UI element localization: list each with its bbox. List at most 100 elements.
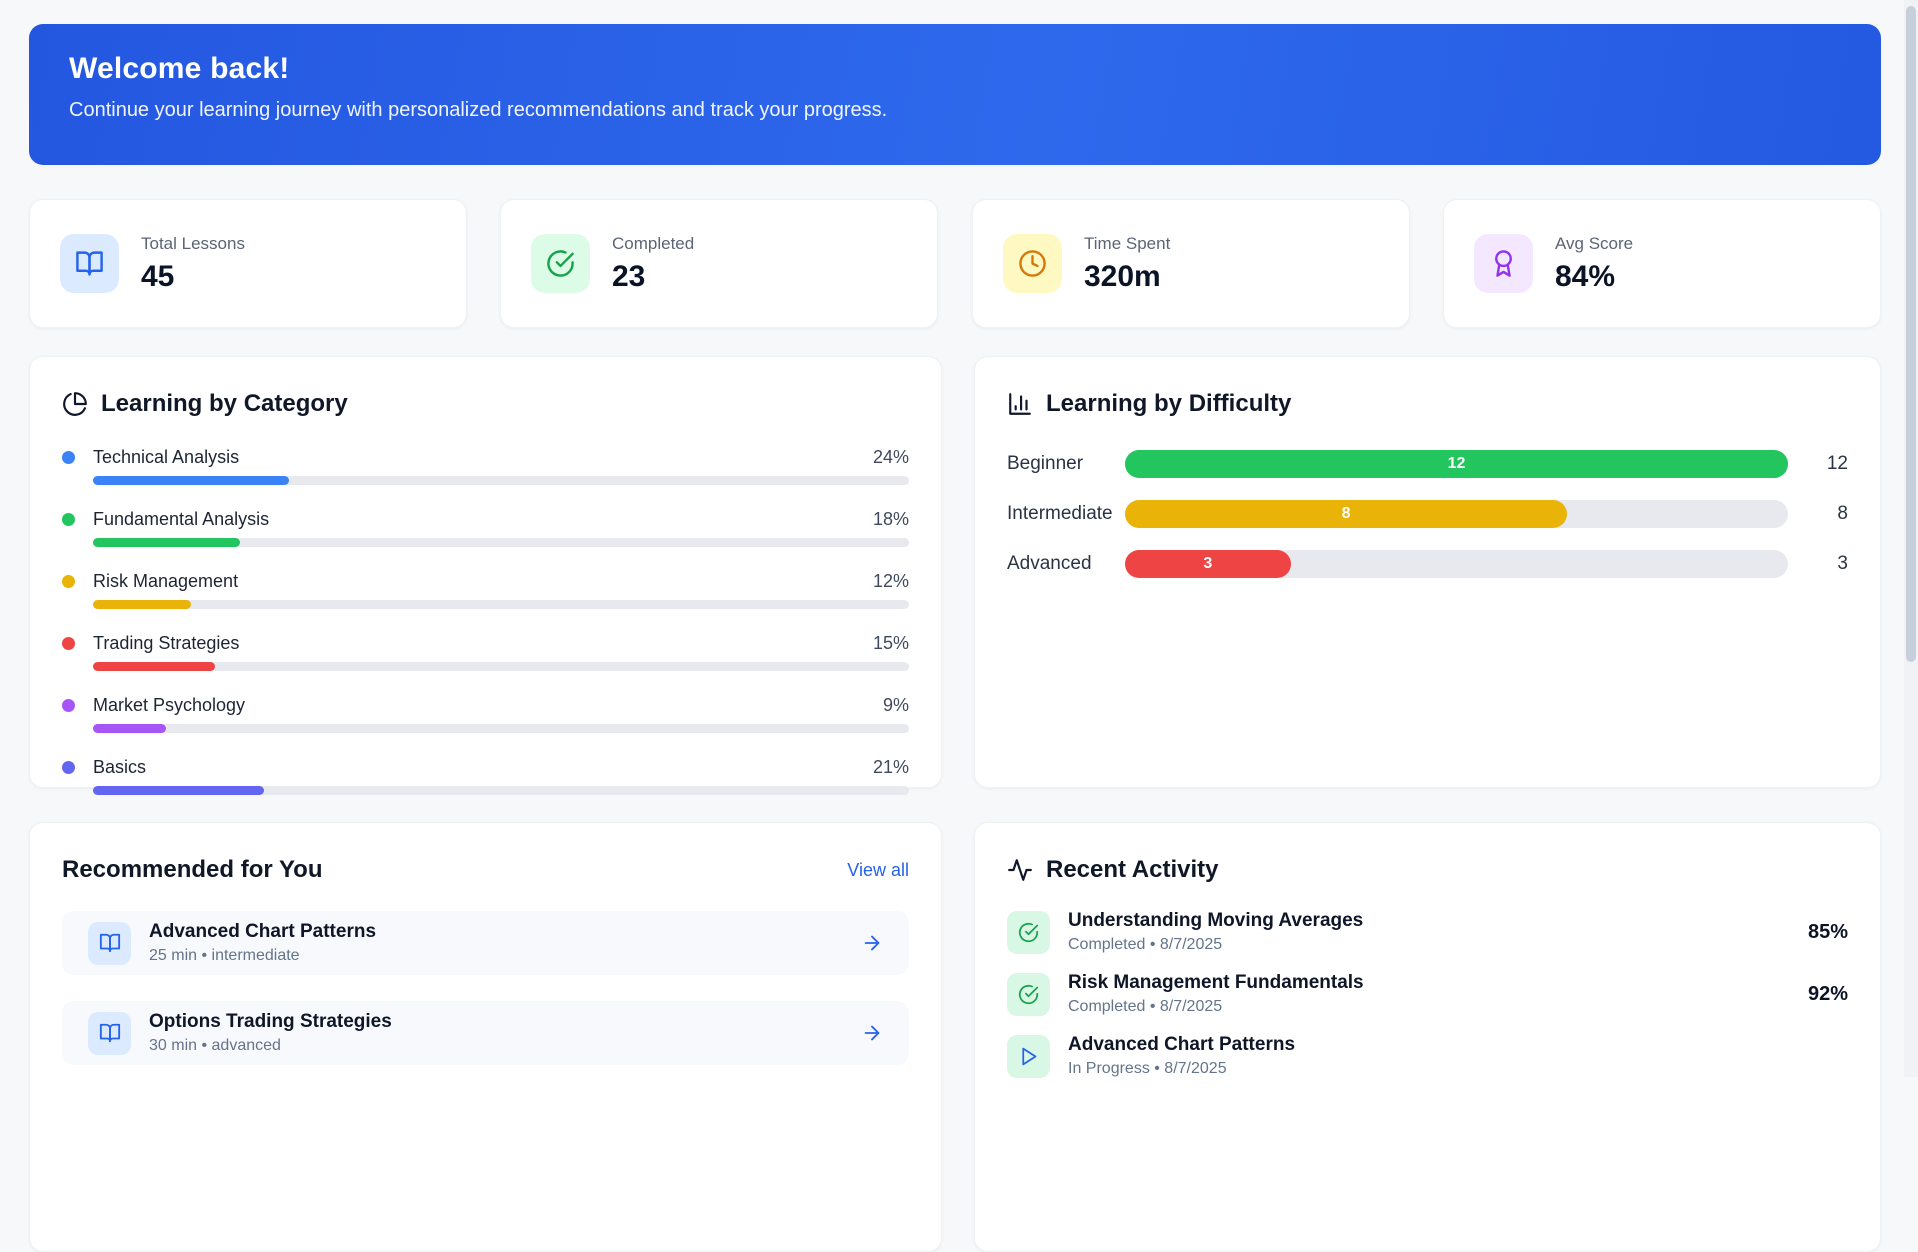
panel-title: Recent Activity <box>1046 856 1219 884</box>
category-row: Basics 21% <box>62 757 909 795</box>
panel-title: Learning by Category <box>101 390 348 418</box>
category-progress-fill <box>93 600 191 609</box>
award-icon <box>1474 234 1533 293</box>
category-progressbar <box>93 662 909 671</box>
category-row: Risk Management 12% <box>62 571 909 609</box>
difficulty-row: Advanced 3 3 <box>1007 550 1848 578</box>
category-percent: 18% <box>873 509 909 530</box>
activity-meta: Completed • 8/7/2025 <box>1068 936 1363 954</box>
activity-score: 92% <box>1808 983 1848 1006</box>
category-percent: 12% <box>873 571 909 592</box>
activity-panel-header: Recent Activity <box>1007 856 1848 884</box>
welcome-banner: Welcome back! Continue your learning jou… <box>29 24 1881 165</box>
difficulty-bar-fill: 12 <box>1125 450 1788 478</box>
difficulty-label: Intermediate <box>1007 503 1125 525</box>
category-progress-fill <box>93 724 166 733</box>
arrow-right-icon[interactable] <box>861 932 883 954</box>
difficulty-list: Beginner 12 12 Intermediate 8 8 Advanced… <box>1007 450 1848 578</box>
category-dot <box>62 699 75 712</box>
book-open-icon <box>88 922 131 965</box>
stat-card-time-spent: Time Spent 320m <box>972 199 1410 328</box>
bar-chart-icon <box>1007 391 1033 417</box>
category-progressbar <box>93 538 909 547</box>
activity-title: Risk Management Fundamentals <box>1068 972 1364 994</box>
category-row: Fundamental Analysis 18% <box>62 509 909 547</box>
difficulty-count: 8 <box>1816 503 1848 525</box>
activity-meta: In Progress • 8/7/2025 <box>1068 1060 1295 1078</box>
stat-label: Avg Score <box>1555 234 1633 254</box>
category-dot <box>62 637 75 650</box>
category-row: Trading Strategies 15% <box>62 633 909 671</box>
difficulty-bar-fill: 3 <box>1125 550 1291 578</box>
stat-card-completed: Completed 23 <box>500 199 938 328</box>
category-dot <box>62 761 75 774</box>
category-label: Market Psychology <box>93 695 245 716</box>
activity-item: Advanced Chart Patterns In Progress • 8/… <box>1007 1034 1848 1078</box>
lesson-meta: 30 min • advanced <box>149 1037 392 1055</box>
category-panel-header: Learning by Category <box>62 390 909 418</box>
activity-meta: Completed • 8/7/2025 <box>1068 998 1364 1016</box>
category-row: Technical Analysis 24% <box>62 447 909 485</box>
lesson-title: Options Trading Strategies <box>149 1011 392 1033</box>
difficulty-bar-fill: 8 <box>1125 500 1567 528</box>
recent-activity-panel: Recent Activity Understanding Moving Ave… <box>974 822 1881 1252</box>
category-progressbar <box>93 724 909 733</box>
category-dot <box>62 451 75 464</box>
category-progressbar <box>93 600 909 609</box>
difficulty-row: Beginner 12 12 <box>1007 450 1848 478</box>
scrollbar-thumb[interactable] <box>1906 6 1916 662</box>
learning-by-difficulty-panel: Learning by Difficulty Beginner 12 12 In… <box>974 356 1881 788</box>
activity-list: Understanding Moving Averages Completed … <box>1007 910 1848 1078</box>
panel-title: Recommended for You <box>62 856 322 884</box>
category-percent: 9% <box>883 695 909 716</box>
category-label: Risk Management <box>93 571 238 592</box>
category-list: Technical Analysis 24% Fundamental Analy… <box>62 447 909 795</box>
book-open-icon <box>88 1012 131 1055</box>
category-row: Market Psychology 9% <box>62 695 909 733</box>
category-dot <box>62 575 75 588</box>
check-circle-icon <box>1007 973 1050 1016</box>
stat-card-total-lessons: Total Lessons 45 <box>29 199 467 328</box>
vertical-scrollbar[interactable] <box>1904 0 1918 1077</box>
category-percent: 24% <box>873 447 909 468</box>
panel-title: Learning by Difficulty <box>1046 390 1291 418</box>
stat-value: 320m <box>1084 260 1170 294</box>
category-progress-fill <box>93 662 215 671</box>
difficulty-label: Advanced <box>1007 553 1125 575</box>
activity-pulse-icon <box>1007 857 1033 883</box>
lesson-title: Advanced Chart Patterns <box>149 921 376 943</box>
recommended-item[interactable]: Advanced Chart Patterns 25 min • interme… <box>62 911 909 975</box>
category-progress-fill <box>93 476 289 485</box>
stat-label: Time Spent <box>1084 234 1170 254</box>
category-progressbar <box>93 476 909 485</box>
book-open-icon <box>60 234 119 293</box>
activity-score: 85% <box>1808 921 1848 944</box>
category-dot <box>62 513 75 526</box>
check-circle-icon <box>531 234 590 293</box>
category-progress-fill <box>93 538 240 547</box>
check-circle-icon <box>1007 911 1050 954</box>
stat-card-avg-score: Avg Score 84% <box>1443 199 1881 328</box>
view-all-link[interactable]: View all <box>847 860 909 881</box>
activity-item: Understanding Moving Averages Completed … <box>1007 910 1848 954</box>
recommended-item[interactable]: Options Trading Strategies 30 min • adva… <box>62 1001 909 1065</box>
category-percent: 15% <box>873 633 909 654</box>
category-progress-fill <box>93 786 264 795</box>
banner-subtitle: Continue your learning journey with pers… <box>69 99 1841 122</box>
activity-title: Understanding Moving Averages <box>1068 910 1363 932</box>
difficulty-panel-header: Learning by Difficulty <box>1007 390 1848 418</box>
activity-title: Advanced Chart Patterns <box>1068 1034 1295 1056</box>
arrow-right-icon[interactable] <box>861 1022 883 1044</box>
play-icon <box>1007 1035 1050 1078</box>
lesson-meta: 25 min • intermediate <box>149 947 376 965</box>
stat-value: 45 <box>141 260 245 294</box>
pie-chart-icon <box>62 391 88 417</box>
category-label: Basics <box>93 757 146 778</box>
stat-label: Total Lessons <box>141 234 245 254</box>
stat-value: 84% <box>1555 260 1633 294</box>
difficulty-bar: 3 <box>1125 550 1788 578</box>
difficulty-count: 12 <box>1816 453 1848 475</box>
category-label: Trading Strategies <box>93 633 239 654</box>
difficulty-count: 3 <box>1816 553 1848 575</box>
stat-value: 23 <box>612 260 694 294</box>
